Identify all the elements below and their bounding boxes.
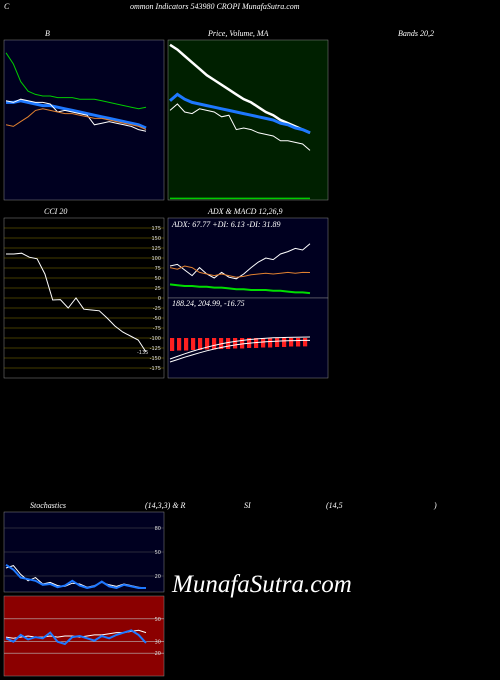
y-tick-label: -50 (153, 316, 161, 322)
histogram-bar (212, 338, 217, 350)
series-line (169, 103, 311, 151)
series-line (169, 283, 311, 295)
y-tick-label: 75 (155, 266, 161, 272)
series-line (6, 252, 147, 353)
y-tick-label: -175 (150, 366, 161, 372)
y-tick-label: 150 (151, 236, 161, 242)
panel (167, 217, 329, 299)
y-tick-label: 125 (151, 246, 161, 252)
histogram-bar (184, 338, 189, 351)
y-tick-label: 50 (155, 276, 161, 282)
series-line (5, 108, 147, 131)
panel-title: ADX & MACD 12,26,9 (207, 207, 282, 216)
histogram-bar (233, 338, 238, 349)
y-tick-label: 50 (155, 617, 161, 623)
panel-title-end: Bands 20,2 (398, 29, 434, 38)
panel-label: ADX: 67.77 +DI: 6.13 -DI: 31.89 (171, 220, 281, 229)
y-tick-label: -75 (153, 326, 161, 332)
y-tick-label: 80 (155, 526, 161, 532)
histogram-bar (289, 338, 294, 347)
panel (3, 39, 165, 201)
header-letter: C (4, 2, 10, 11)
y-tick-label: 20 (155, 651, 161, 657)
series-line (5, 98, 147, 132)
histogram-bar (296, 338, 301, 347)
series-line (169, 92, 311, 135)
panel-params: (14,3,3) & R (145, 501, 186, 510)
panel-params: (14,5 (326, 501, 343, 510)
panel-title: SI (244, 501, 251, 510)
y-tick-label: 175 (151, 226, 161, 232)
panel (167, 39, 329, 201)
y-tick-label: 100 (151, 256, 161, 262)
histogram-bar (240, 338, 245, 349)
series-line (169, 339, 310, 363)
y-tick-label: 25 (155, 286, 161, 292)
y-tick-label: 20 (155, 574, 161, 580)
series-line (6, 99, 147, 130)
histogram-bar (303, 338, 308, 347)
y-tick-label: -125 (150, 346, 161, 352)
watermark: MunafaSutra.com (171, 571, 352, 598)
histogram-bar (275, 338, 280, 347)
panel-close: ) (433, 501, 437, 510)
panel-title: CCI 20 (44, 207, 67, 216)
series-line (5, 52, 147, 110)
panel-label: 188.24, 204.99, -16.75 (172, 299, 245, 308)
histogram-bar (205, 338, 210, 350)
histogram-bar (198, 338, 203, 350)
last-value-label: -135 (137, 350, 148, 356)
panel-title: Stochastics (30, 501, 66, 510)
y-tick-label: -100 (150, 336, 161, 342)
histogram-bar (177, 338, 182, 351)
y-tick-label: 0 (158, 296, 161, 302)
y-tick-label: 30 (155, 640, 161, 646)
panel-title: Price, Volume, MA (207, 29, 269, 38)
header-title: ommon Indicators 543980 CROPI MunafaSutr… (130, 2, 300, 11)
series-line (5, 629, 147, 646)
series-line (169, 265, 311, 278)
histogram-bar (191, 338, 196, 350)
histogram-bar (268, 338, 273, 348)
y-tick-label: 50 (155, 550, 161, 556)
histogram-bar (282, 338, 287, 347)
panel-title: B (45, 29, 50, 38)
series-line (169, 43, 311, 134)
y-tick-label: -25 (153, 306, 161, 312)
histogram-bar (226, 338, 231, 349)
series-line (5, 563, 146, 590)
series-line (169, 336, 311, 360)
histogram-bar (170, 338, 175, 351)
y-tick-label: -150 (150, 356, 161, 362)
histogram-bar (261, 338, 266, 348)
